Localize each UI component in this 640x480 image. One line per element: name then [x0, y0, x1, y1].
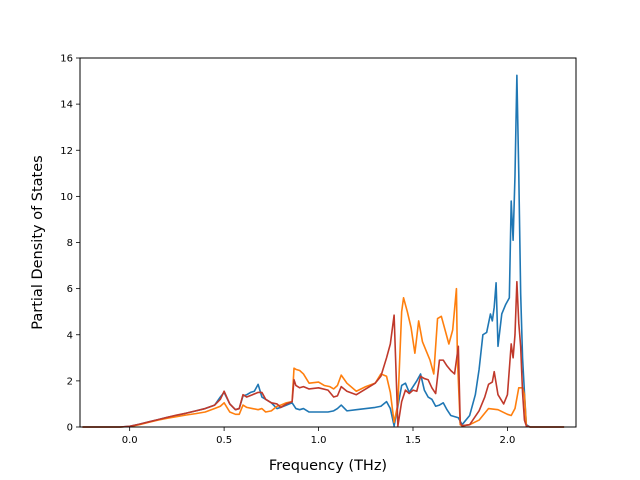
x-tick-label: 1.0: [311, 435, 327, 446]
y-tick-label: 12: [60, 146, 73, 157]
y-axis-ticks: 0 2 4 6 8 10 12 14 16: [60, 54, 80, 434]
x-tick-label: 0.0: [122, 435, 138, 446]
y-tick-label: 2: [67, 376, 73, 387]
y-axis-label: Partial Density of States: [30, 155, 46, 329]
x-tick-label: 0.5: [216, 435, 232, 446]
x-axis-label: Frequency (THz): [269, 458, 387, 474]
y-tick-label: 6: [67, 284, 73, 295]
y-tick-label: 4: [67, 330, 73, 341]
plot-area: [82, 74, 565, 428]
x-axis-ticks: 0.0 0.5 1.0 1.5 2.0: [122, 427, 515, 446]
x-tick-label: 2.0: [499, 435, 515, 446]
y-tick-label: 10: [60, 192, 73, 203]
y-tick-label: 14: [60, 100, 73, 111]
axes-frame: [79, 57, 577, 428]
y-tick-label: 0: [67, 423, 73, 434]
series-line-3: [82, 280, 565, 428]
y-tick-label: 8: [67, 238, 73, 249]
x-tick-label: 1.5: [405, 435, 421, 446]
y-tick-label: 16: [60, 54, 73, 65]
